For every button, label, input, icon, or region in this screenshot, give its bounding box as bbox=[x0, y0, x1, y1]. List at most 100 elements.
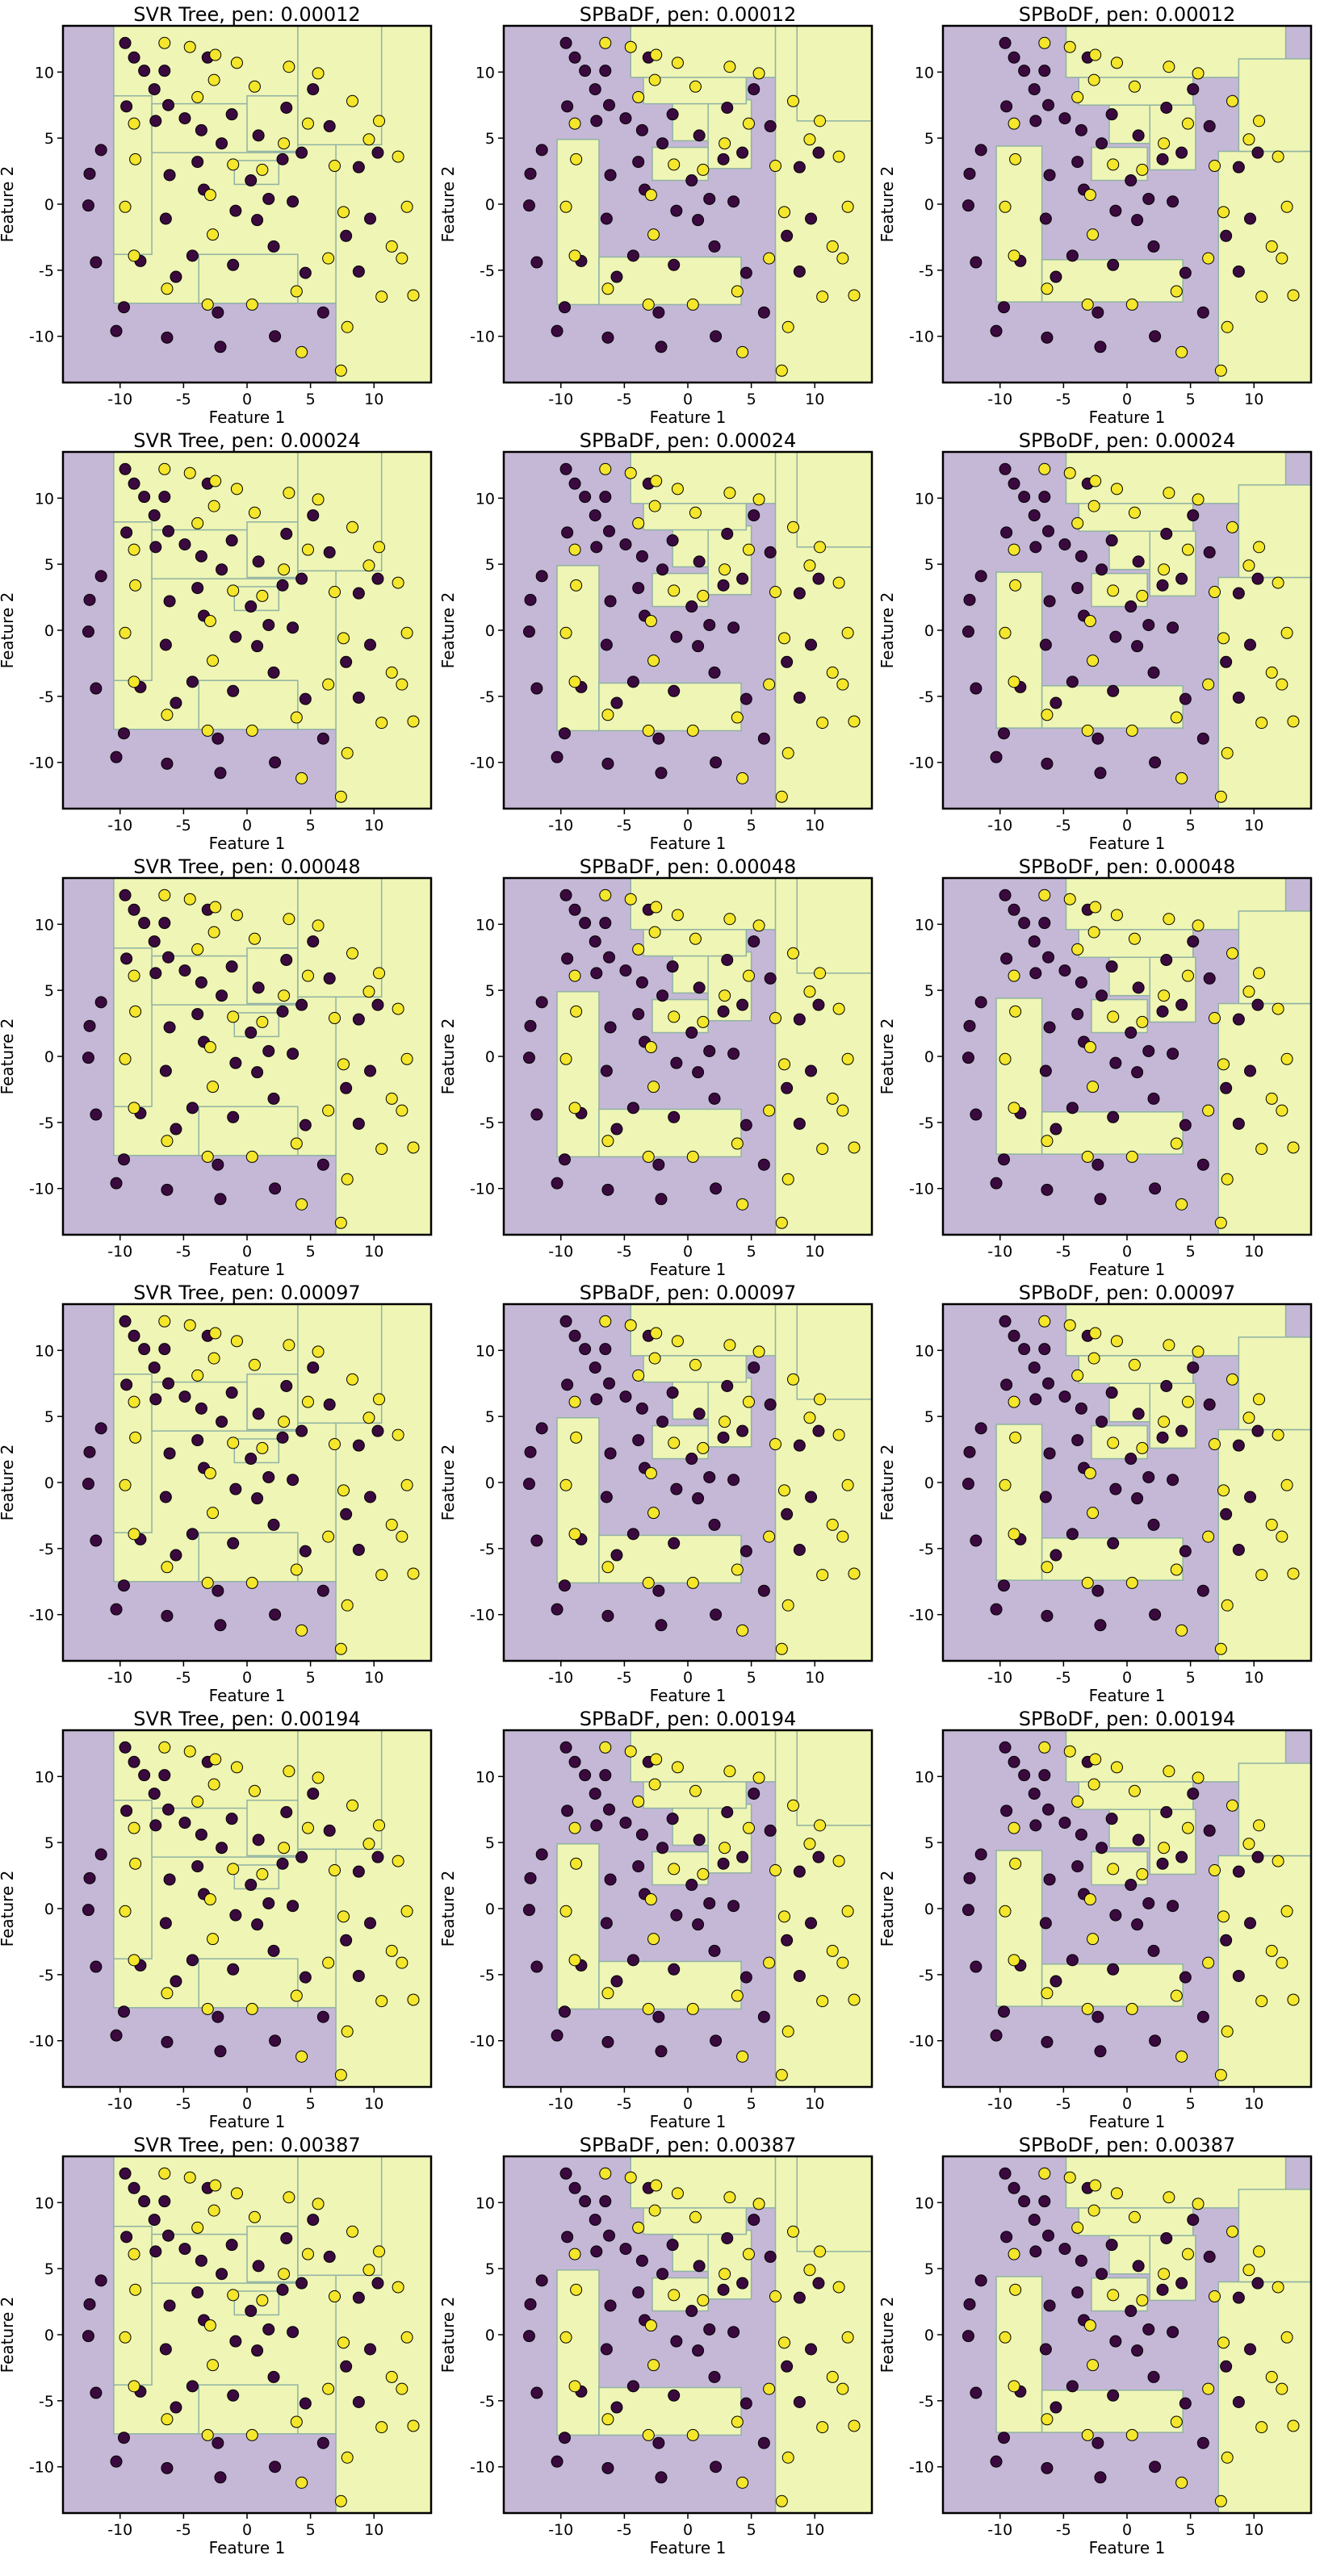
point-class-0-1 bbox=[1096, 989, 1108, 1002]
point-class-1-25 bbox=[322, 678, 335, 691]
point-class-0-41 bbox=[1187, 2214, 1200, 2227]
point-class-0-18 bbox=[1160, 101, 1173, 114]
point-class-0-31 bbox=[120, 526, 133, 539]
point-class-0-8 bbox=[119, 889, 132, 901]
point-class-0-31 bbox=[1000, 1804, 1013, 1817]
point-class-0-42 bbox=[371, 572, 384, 585]
point-class-0-11 bbox=[1147, 1092, 1160, 1105]
point-class-0-8 bbox=[559, 1315, 572, 1328]
point-class-1-19 bbox=[119, 1052, 132, 1065]
point-class-1-11 bbox=[1255, 291, 1268, 303]
point-class-1-32 bbox=[742, 1821, 755, 1834]
point-class-0-15 bbox=[604, 2299, 617, 2312]
x-tick-label-5: 10 bbox=[364, 1243, 383, 1261]
point-class-0-49 bbox=[1175, 1424, 1188, 1437]
point-class-0-2 bbox=[195, 1828, 207, 1841]
point-class-1-12 bbox=[341, 1599, 354, 1612]
region-class-1-1 bbox=[995, 997, 1043, 1155]
point-class-0-41 bbox=[307, 935, 320, 948]
point-class-1-29 bbox=[1107, 1436, 1120, 1449]
point-class-1-2 bbox=[624, 40, 637, 53]
point-class-0-47 bbox=[590, 967, 603, 980]
point-class-0-46 bbox=[1220, 229, 1233, 242]
point-class-1-15 bbox=[1128, 1784, 1141, 1797]
point-class-0-41 bbox=[1187, 1361, 1200, 1374]
point-class-0-44 bbox=[963, 593, 976, 606]
point-class-0-24 bbox=[710, 1182, 723, 1195]
point-class-0-31 bbox=[120, 952, 133, 965]
y-axis-label: Feature 2 bbox=[878, 1018, 897, 1095]
point-class-1-19 bbox=[999, 2331, 1012, 2344]
point-class-1-16 bbox=[278, 2268, 291, 2281]
plot-area bbox=[63, 1304, 431, 1661]
point-class-0-16 bbox=[632, 1860, 645, 1873]
point-class-1-4 bbox=[723, 61, 736, 73]
point-class-1-30 bbox=[203, 2319, 216, 2332]
point-class-1-24 bbox=[1170, 285, 1183, 298]
panel-title: SPBaDF, pen: 0.00387 bbox=[580, 2134, 797, 2156]
point-class-0-2 bbox=[635, 1402, 648, 1415]
point-class-0-21 bbox=[805, 638, 818, 651]
point-class-1-23 bbox=[1125, 298, 1138, 311]
point-class-1-26 bbox=[1217, 1484, 1230, 1497]
point-class-0-43 bbox=[551, 324, 564, 337]
point-class-0-2 bbox=[635, 1828, 648, 1841]
point-class-1-37 bbox=[334, 1642, 347, 1655]
y-axis-label: Feature 2 bbox=[438, 2297, 458, 2373]
point-class-1-21 bbox=[161, 709, 174, 721]
point-class-1-38 bbox=[1087, 228, 1100, 241]
y-tick-label-1: 10 bbox=[915, 64, 934, 82]
point-class-0-21 bbox=[1244, 2343, 1257, 2356]
point-class-1-29 bbox=[668, 2289, 681, 2302]
y-tick-label-1: 10 bbox=[476, 916, 495, 934]
point-class-1-25 bbox=[322, 252, 335, 265]
point-class-0-26 bbox=[1041, 2035, 1054, 2048]
x-tick-label-5: 10 bbox=[1244, 2521, 1263, 2539]
x-tick-label-1: -10 bbox=[107, 2095, 132, 2113]
point-class-1-22 bbox=[642, 724, 655, 737]
point-class-1-9 bbox=[400, 1052, 413, 1065]
point-class-0-25 bbox=[1094, 2471, 1107, 2484]
point-class-0-6 bbox=[138, 917, 151, 930]
region-class-1-1 bbox=[995, 571, 1043, 729]
point-class-0-19 bbox=[764, 546, 777, 558]
point-class-0-25 bbox=[214, 2045, 227, 2058]
point-class-1-12 bbox=[781, 746, 794, 759]
point-class-0-11 bbox=[267, 2370, 280, 2383]
point-class-0-4 bbox=[1042, 98, 1055, 111]
point-class-0-43 bbox=[551, 2455, 564, 2468]
point-class-0-13 bbox=[186, 249, 199, 262]
point-class-1-30 bbox=[203, 1467, 216, 1480]
point-class-0-37 bbox=[1109, 1056, 1122, 1069]
y-tick-label-3: 0 bbox=[485, 196, 495, 214]
point-class-1-9 bbox=[841, 1905, 854, 1917]
point-class-1-20 bbox=[568, 675, 581, 688]
point-class-0-34 bbox=[245, 600, 258, 613]
point-class-0-29 bbox=[82, 625, 94, 638]
point-class-1-11 bbox=[1255, 717, 1268, 730]
y-axis-label: Feature 2 bbox=[438, 1871, 458, 1947]
point-class-1-29 bbox=[1107, 2289, 1120, 2302]
point-class-0-14 bbox=[159, 212, 172, 225]
y-tick-label-1: 10 bbox=[476, 490, 495, 508]
point-class-1-34 bbox=[1242, 1411, 1255, 1424]
point-class-1-22 bbox=[1081, 724, 1094, 737]
point-class-0-35 bbox=[703, 1470, 716, 1483]
point-class-0-48 bbox=[693, 1834, 706, 1846]
point-class-1-21 bbox=[601, 282, 614, 295]
point-class-1-36 bbox=[1287, 2419, 1300, 2432]
point-class-0-20 bbox=[1232, 161, 1245, 174]
point-class-0-16 bbox=[191, 156, 204, 169]
point-class-0-12 bbox=[227, 258, 240, 271]
point-class-1-37 bbox=[775, 1642, 788, 1655]
point-class-1-17 bbox=[191, 90, 204, 103]
point-class-0-32 bbox=[599, 2195, 612, 2208]
point-class-0-36 bbox=[1131, 640, 1144, 653]
point-class-0-15 bbox=[163, 1447, 176, 1460]
point-class-0-10 bbox=[1167, 2326, 1179, 2339]
point-class-0-46 bbox=[781, 2360, 794, 2373]
x-tick-label-5: 10 bbox=[805, 2521, 824, 2539]
point-class-0-7 bbox=[128, 51, 140, 64]
point-class-0-3 bbox=[1058, 538, 1071, 551]
